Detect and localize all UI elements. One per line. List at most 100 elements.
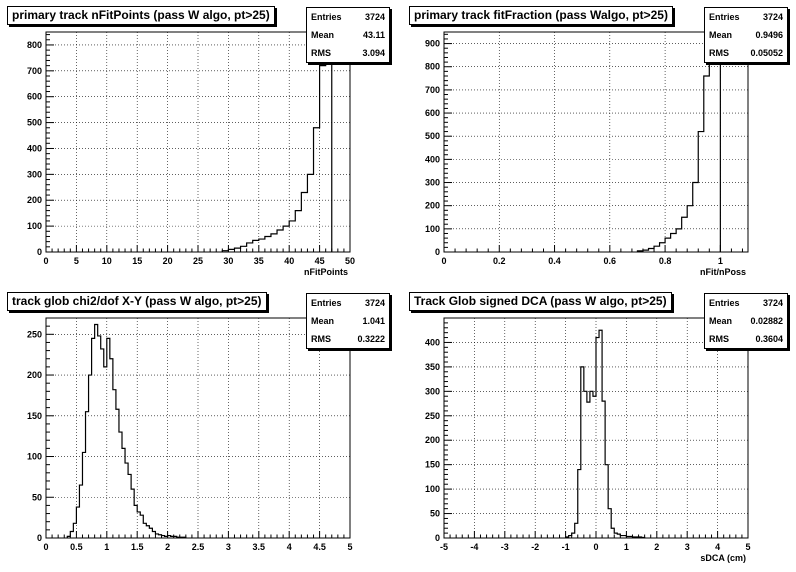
- histogram-bin: [314, 128, 320, 252]
- stats-mean-value: 43.11: [362, 30, 385, 40]
- x-tick-label: 50: [345, 256, 355, 266]
- y-tick-label: 700: [425, 85, 440, 95]
- histogram-bin: [676, 229, 682, 252]
- x-tick-label: 2: [654, 542, 659, 552]
- histogram-bin: [623, 536, 626, 538]
- stats-rms-label: RMS: [709, 48, 729, 58]
- histogram-bin: [581, 367, 584, 538]
- histogram-bin: [682, 217, 688, 252]
- stats-mean-row: Mean 43.11: [307, 26, 389, 44]
- chart-title: Track Glob signed DCA (pass W algo, pt>2…: [409, 292, 672, 311]
- x-tick-label: 4.5: [313, 542, 326, 552]
- histogram-bin: [241, 246, 247, 252]
- stats-entries-label: Entries: [311, 12, 342, 22]
- histogram-bin: [155, 534, 158, 538]
- histogram-bin: [566, 537, 569, 538]
- stats-rms-row: RMS 0.3604: [705, 330, 787, 348]
- histogram-bin: [149, 528, 152, 538]
- x-tick-label: -5: [440, 542, 448, 552]
- x-tick-label: 20: [163, 256, 173, 266]
- y-tick-label: 300: [425, 178, 440, 188]
- histogram-bin: [79, 485, 82, 538]
- histogram-bin: [660, 243, 666, 252]
- x-tick-label: 0: [593, 542, 598, 552]
- y-tick-label: 100: [27, 452, 42, 462]
- histogram-bin: [180, 537, 183, 538]
- stats-entries-row: Entries 3724: [307, 8, 389, 26]
- histogram-bin: [116, 409, 119, 538]
- stats-mean-label: Mean: [709, 30, 733, 40]
- y-tick-label: 0: [37, 533, 42, 543]
- histogram-bin: [119, 432, 122, 538]
- stats-mean-value: 0.9496: [755, 30, 783, 40]
- histogram-bin: [171, 536, 174, 538]
- stats-rms-row: RMS 3.094: [307, 44, 389, 62]
- x-tick-label: 0.4: [548, 256, 561, 266]
- y-tick-label: 250: [425, 411, 440, 421]
- histogram-bin: [289, 221, 295, 252]
- x-tick-label: 2: [165, 542, 170, 552]
- x-tick-label: 35: [254, 256, 264, 266]
- histogram-bin: [125, 463, 128, 538]
- histogram-bin: [253, 240, 259, 252]
- histogram-bin: [636, 537, 639, 538]
- histogram-bin: [76, 507, 79, 538]
- y-tick-label: 200: [27, 195, 42, 205]
- histogram-bin: [140, 515, 143, 538]
- histogram-bin: [131, 489, 134, 538]
- histogram-bin: [569, 536, 572, 538]
- histogram-bin: [92, 338, 95, 538]
- x-tick-label: 1: [718, 256, 723, 266]
- x-tick-label: 4: [287, 542, 292, 552]
- y-tick-label: 100: [425, 484, 440, 494]
- histogram-bin: [704, 76, 710, 252]
- histogram-pad-fitfraction: 0 0.2 0.4 0.6 0.8 1 0 100 200 300 400 500 600 700 800 9…: [398, 0, 796, 286]
- histogram-bin: [295, 211, 301, 252]
- histogram-bin: [67, 536, 70, 538]
- histogram-bin: [629, 537, 632, 538]
- histogram-bin: [158, 535, 161, 538]
- x-tick-label: -4: [470, 542, 478, 552]
- x-tick-label: 10: [102, 256, 112, 266]
- histogram-bin: [168, 536, 171, 538]
- y-tick-label: 600: [27, 92, 42, 102]
- plot-frame: [443, 31, 749, 253]
- x-axis-label: nFitPoints: [304, 267, 348, 277]
- histogram-bin: [587, 402, 590, 538]
- stats-rms-label: RMS: [311, 48, 331, 58]
- stats-mean-row: Mean 1.041: [307, 312, 389, 330]
- histogram-bin: [584, 391, 587, 538]
- x-tick-label: 1: [624, 542, 629, 552]
- x-tick-label: 30: [223, 256, 233, 266]
- x-tick-label: 0.8: [659, 256, 672, 266]
- histogram-pad-signed-dca: -5 -4 -3 -2 -1 0 1 2 3 4 5 0 50 100 150 200 250 300 350 400…: [398, 286, 796, 572]
- x-tick-label: 0.5: [70, 542, 83, 552]
- x-tick-label: 40: [284, 256, 294, 266]
- stats-entries-row: Entries 3724: [705, 8, 787, 26]
- x-tick-label: 3: [685, 542, 690, 552]
- y-tick-label: 200: [27, 370, 42, 380]
- histogram-bin: [620, 536, 623, 538]
- histogram-outline: [66, 323, 187, 538]
- histogram-bin: [326, 50, 332, 252]
- histogram-bin: [654, 246, 660, 252]
- histogram-bin: [693, 183, 699, 252]
- histogram-bin: [162, 536, 165, 538]
- x-tick-label: 3: [226, 542, 231, 552]
- histogram-bin: [259, 239, 265, 252]
- x-tick-label: 5: [74, 256, 79, 266]
- y-tick-label: 100: [27, 221, 42, 231]
- histogram-bin: [122, 448, 125, 538]
- stats-entries-value: 3724: [364, 298, 385, 308]
- y-tick-label: 500: [425, 131, 440, 141]
- stats-rms-row: RMS 0.3222: [307, 330, 389, 348]
- histogram-bin: [146, 526, 149, 538]
- histogram-bin: [98, 336, 101, 538]
- histogram-bin: [110, 359, 113, 538]
- x-tick-label: 0.2: [493, 256, 506, 266]
- stats-mean-value: 1.041: [362, 316, 385, 326]
- y-tick-label: 150: [425, 460, 440, 470]
- histogram-bin: [128, 474, 131, 538]
- y-tick-label: 150: [27, 411, 42, 421]
